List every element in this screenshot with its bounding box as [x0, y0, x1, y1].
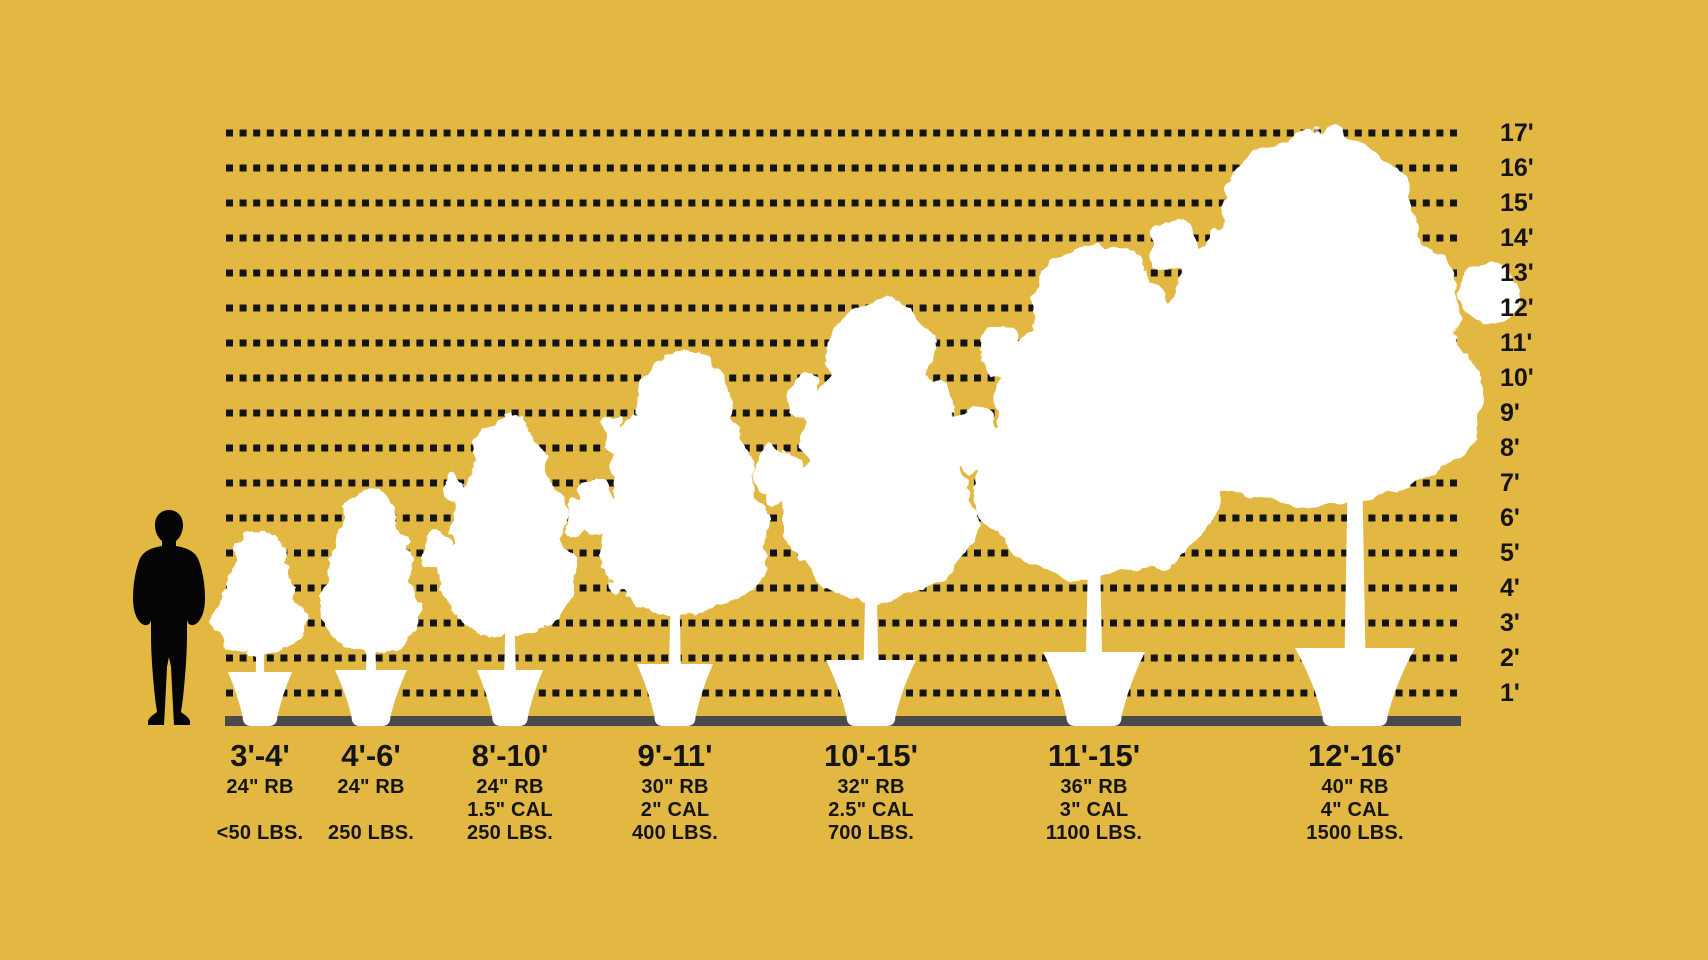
weight-label: 250 LBS. [466, 822, 554, 844]
height-tick-label-15ft: 15' [1500, 189, 1534, 217]
tree-canopy [321, 487, 421, 653]
size-range-label: 12'-16' [1307, 738, 1403, 773]
tree-pot [335, 670, 407, 726]
caliper-label: 4" CAL [1320, 799, 1390, 821]
tree-silhouette [763, 300, 996, 726]
tree-silhouette [214, 531, 306, 726]
man-silhouette [133, 510, 205, 725]
tree-pot [1043, 652, 1145, 726]
weight-label: 1100 LBS. [1045, 822, 1143, 844]
tree-spec-column-5: 10'-15' 32" RB 2.5" CAL 700 LBS. [751, 736, 991, 845]
height-tick-label-6ft: 6' [1500, 504, 1520, 532]
root-ball-label: 32" RB [837, 776, 905, 798]
root-ball-label: 36" RB [1060, 776, 1128, 798]
weight-label: 400 LBS. [631, 822, 719, 844]
tree-pot [826, 660, 916, 726]
tree-pot [1295, 648, 1415, 726]
caliper-label: 3" CAL [1059, 799, 1129, 821]
height-tick-label-11ft: 11' [1500, 329, 1533, 357]
caliper-label: 1.5" CAL [467, 799, 553, 821]
tree-trunk [1085, 536, 1103, 662]
height-tick-label-5ft: 5' [1500, 539, 1520, 567]
tree-trunk [1344, 460, 1366, 658]
height-tick-label-10ft: 10' [1500, 364, 1534, 392]
tree-spec-column-3: 8'-10' 24" RB 1.5" CAL 250 LBS. [390, 736, 630, 845]
tree-trunk [669, 576, 681, 674]
height-tick-label-16ft: 16' [1500, 154, 1534, 182]
size-range-label: 11'-15' [1047, 738, 1141, 773]
size-range-label: 3'-4' [230, 738, 290, 773]
tree-spec-column-4: 9'-11' 30" RB 2" CAL 400 LBS. [555, 736, 795, 845]
height-tick-label-1ft: 1' [1500, 679, 1520, 707]
tree-silhouette [576, 350, 787, 726]
height-tick-label-7ft: 7' [1500, 469, 1520, 497]
root-ball-label: 24" RB [226, 776, 294, 798]
tree-canopy [1101, 129, 1522, 504]
height-tick-label-2ft: 2' [1500, 644, 1520, 672]
root-ball-label: 30" RB [641, 776, 709, 798]
size-range-label: 9'-11' [637, 738, 713, 773]
height-tick-label-4ft: 4' [1500, 574, 1520, 602]
size-range-label: 8'-10' [471, 738, 549, 773]
root-ball-label: 40" RB [1321, 776, 1389, 798]
root-ball-label: 24" RB [476, 776, 544, 798]
ground-line [225, 716, 1461, 726]
tree-pot [477, 670, 543, 726]
root-ball-label: 24" RB [337, 776, 405, 798]
tree-trunk [863, 558, 879, 670]
weight-label: 1500 LBS. [1306, 822, 1404, 844]
tree-silhouette [321, 487, 421, 726]
tree-silhouette [1101, 129, 1522, 726]
weight-label: <50 LBS. [216, 822, 304, 844]
weight-label: 250 LBS. [327, 822, 415, 844]
tree-silhouette [424, 418, 589, 726]
tree-spec-column-7: 12'-16' 40" RB 4" CAL 1500 LBS. [1235, 736, 1475, 845]
tree-spec-column-2: 4'-6' 24" RB 250 LBS. [251, 736, 491, 845]
tree-spec-column-1: 3'-4' 24" RB <50 LBS. [140, 736, 380, 845]
height-tick-label-14ft: 14' [1500, 224, 1534, 252]
size-range-label: 4'-6' [341, 738, 401, 773]
height-tick-label-8ft: 8' [1500, 434, 1520, 462]
tree-pot [228, 672, 292, 726]
height-tick-label-12ft: 12' [1500, 294, 1534, 322]
tree-trunk [504, 600, 516, 680]
tree-canopy [576, 350, 787, 616]
tree-trunk [365, 616, 377, 680]
tree-canopy [424, 418, 589, 639]
height-tick-label-13ft: 13' [1500, 259, 1534, 287]
weight-label: 700 LBS. [827, 822, 915, 844]
tree-trunk [255, 620, 265, 682]
size-range-label: 10'-15' [823, 738, 919, 773]
tree-pot [637, 664, 713, 726]
tree-canopy [214, 531, 306, 655]
height-tick-label-3ft: 3' [1500, 609, 1520, 637]
height-tick-label-17ft: 17' [1500, 119, 1534, 147]
caliper-label: 2.5" CAL [828, 799, 914, 821]
tree-spec-column-6: 11'-15' 36" RB 3" CAL 1100 LBS. [974, 736, 1214, 845]
caliper-label: 2" CAL [640, 799, 710, 821]
height-tick-label-9ft: 9' [1500, 399, 1520, 427]
